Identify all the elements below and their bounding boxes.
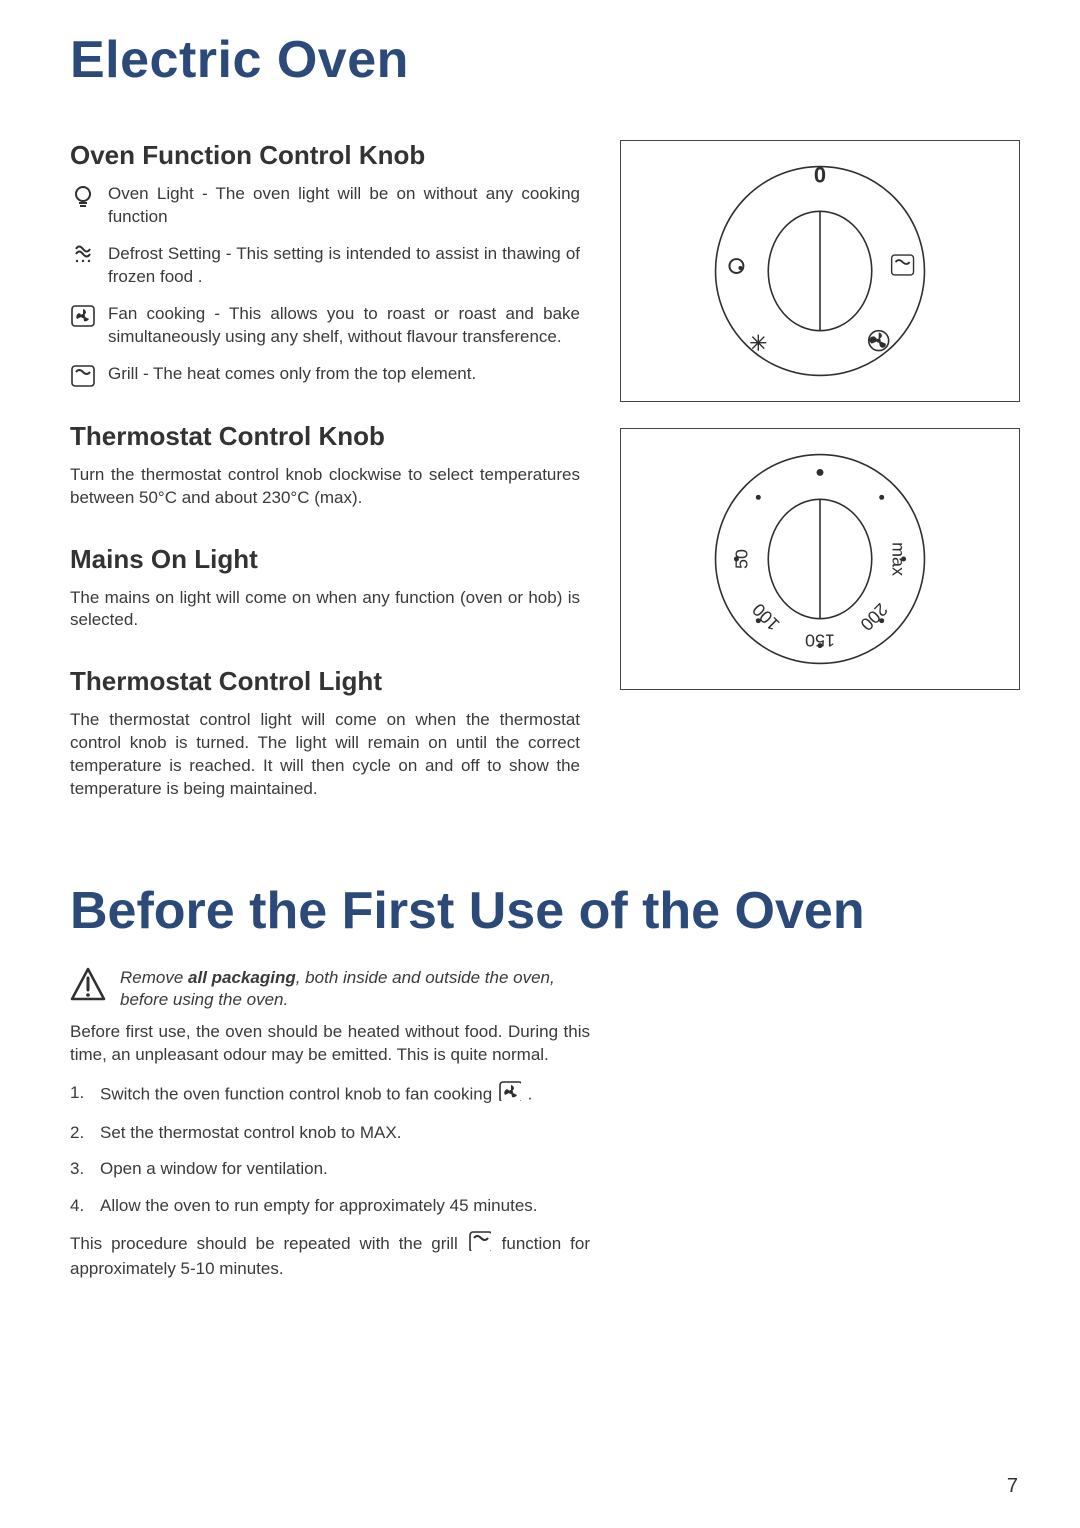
fan-cooking-icon [70, 303, 96, 327]
list-text: Oven Light - The oven light will be on w… [108, 183, 580, 229]
function-dial-diagram: 0 [620, 140, 1020, 402]
section-thermostat-knob: Thermostat Control Knob Turn the thermos… [70, 421, 580, 510]
page-number: 7 [1007, 1475, 1018, 1498]
step-text: Open a window for ventilation. [100, 1157, 328, 1182]
steps-list: 1. Switch the oven function control knob… [70, 1081, 590, 1219]
dial-label-max: max [889, 542, 909, 576]
grill-icon [469, 1231, 491, 1258]
step-text: Allow the oven to run empty for approxim… [100, 1194, 538, 1219]
section-oven-function: Oven Function Control Knob Oven Light - … [70, 140, 580, 387]
right-column: 0 [620, 140, 1020, 835]
body-text: The mains on light will come on when any… [70, 587, 580, 633]
page-title-2: Before the First Use of the Oven [70, 881, 1020, 941]
step-pre: Switch the oven function control knob to… [100, 1085, 497, 1104]
light-icon [70, 183, 96, 209]
heading-mains-light: Mains On Light [70, 544, 580, 575]
step-text: Switch the oven function control knob to… [100, 1081, 532, 1109]
dial-label-200: 200 [856, 599, 891, 634]
thermostat-dial-diagram: 50 100 150 200 max [620, 428, 1020, 690]
list-item: Defrost Setting - This setting is intend… [70, 243, 580, 289]
step-item: 4. Allow the oven to run empty for appro… [70, 1194, 590, 1219]
list-item: Fan cooking - This allows you to roast o… [70, 303, 580, 349]
step-number: 2. [70, 1121, 92, 1146]
list-item: Oven Light - The oven light will be on w… [70, 183, 580, 229]
heading-oven-function: Oven Function Control Knob [70, 140, 580, 171]
list-item: Grill - The heat comes only from the top… [70, 363, 580, 387]
step-number: 1. [70, 1081, 92, 1109]
warning-text: Remove all packaging, both inside and ou… [120, 967, 590, 1011]
grill-icon [70, 363, 96, 387]
step-number: 3. [70, 1157, 92, 1182]
before-first-use-section: Remove all packaging, both inside and ou… [70, 967, 590, 1281]
function-list: Oven Light - The oven light will be on w… [70, 183, 580, 387]
step-item: 2. Set the thermostat control knob to MA… [70, 1121, 590, 1146]
heading-thermostat-knob: Thermostat Control Knob [70, 421, 580, 452]
intro-text: Before first use, the oven should be hea… [70, 1021, 590, 1067]
dial-label-100: 100 [748, 599, 783, 634]
section-thermostat-light: Thermostat Control Light The thermostat … [70, 666, 580, 801]
fan-cooking-icon [499, 1081, 521, 1109]
dial-label-150: 150 [805, 631, 835, 651]
step-item: 3. Open a window for ventilation. [70, 1157, 590, 1182]
section-mains-light: Mains On Light The mains on light will c… [70, 544, 580, 633]
list-text: Defrost Setting - This setting is intend… [108, 243, 580, 289]
defrost-icon [70, 243, 96, 265]
left-column: Oven Function Control Knob Oven Light - … [70, 140, 580, 835]
warn-bold: all packaging [188, 968, 296, 987]
body-text: Turn the thermostat control knob clockwi… [70, 464, 580, 510]
warning-row: Remove all packaging, both inside and ou… [70, 967, 590, 1011]
dial-zero-label: 0 [814, 162, 826, 187]
page-title-1: Electric Oven [70, 30, 1020, 90]
list-text: Fan cooking - This allows you to roast o… [108, 303, 580, 349]
list-text: Grill - The heat comes only from the top… [108, 363, 580, 386]
step-number: 4. [70, 1194, 92, 1219]
warn-pre: Remove [120, 968, 188, 987]
warning-icon [70, 967, 106, 1006]
dial-label-50: 50 [731, 549, 751, 569]
body-text: The thermostat control light will come o… [70, 709, 580, 801]
step-post: . [528, 1085, 533, 1104]
step-text: Set the thermostat control knob to MAX. [100, 1121, 401, 1146]
step-item: 1. Switch the oven function control knob… [70, 1081, 590, 1109]
outro-pre: This procedure should be repeated with t… [70, 1234, 467, 1253]
outro-text: This procedure should be repeated with t… [70, 1231, 590, 1281]
heading-thermostat-light: Thermostat Control Light [70, 666, 580, 697]
